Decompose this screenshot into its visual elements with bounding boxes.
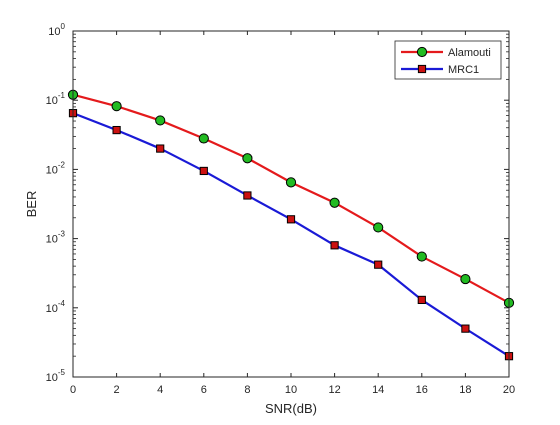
legend-label-alamouti: Alamouti — [448, 47, 491, 59]
data-point-alamouti — [416, 251, 427, 262]
y-tick-label: 10-5 — [46, 368, 66, 384]
data-point-mrc1 — [461, 324, 470, 333]
x-tick-label: 16 — [416, 384, 428, 396]
legend-item-alamouti: Alamouti — [401, 46, 491, 59]
x-tick-label: 8 — [244, 384, 250, 396]
data-point-alamouti — [111, 101, 122, 112]
legend-box — [394, 40, 502, 80]
data-point-mrc1 — [330, 241, 339, 250]
data-point-mrc1 — [286, 215, 296, 224]
plot-frame — [72, 30, 510, 378]
plot-area — [73, 31, 509, 377]
y-axis-label: BER — [24, 191, 39, 218]
data-point-mrc1 — [156, 144, 165, 153]
x-tick-label: 12 — [328, 384, 340, 396]
y-tick-label: 10-1 — [46, 91, 66, 107]
data-point-alamouti — [460, 273, 471, 285]
data-point-mrc1 — [417, 295, 426, 305]
data-point-mrc1 — [374, 260, 383, 269]
x-tick-label: 6 — [201, 384, 207, 396]
x-tick-label: 2 — [114, 384, 120, 396]
y-tick-label: 10-3 — [46, 230, 66, 246]
data-point-mrc1 — [243, 191, 252, 200]
data-point-mrc1 — [112, 125, 121, 135]
x-tick-label: 18 — [459, 384, 471, 396]
y-tick-label: 10-4 — [46, 299, 66, 315]
x-tick-label: 10 — [285, 384, 297, 396]
data-point-alamouti — [242, 153, 253, 164]
x-tick-label: 0 — [70, 384, 76, 396]
y-tick-label: 10-2 — [46, 160, 66, 176]
data-point-alamouti — [329, 197, 340, 208]
series-alamouti — [67, 89, 515, 308]
data-point-alamouti — [155, 115, 166, 126]
data-point-alamouti — [373, 222, 384, 233]
legend: Alamouti MRC1 — [394, 40, 502, 80]
x-axis-ticks: 0 2 4 6 8 10 12 14 16 18 20 — [70, 31, 515, 396]
legend-item-mrc1: MRC1 — [401, 64, 479, 76]
x-axis-label: SNR(dB) — [265, 401, 317, 416]
y-tick-label: 100 — [48, 22, 65, 38]
x-tick-label: 20 — [503, 384, 515, 396]
data-point-alamouti — [285, 177, 297, 188]
x-tick-label: 14 — [372, 384, 384, 396]
legend-marker-mrc1 — [417, 64, 427, 74]
legend-label-mrc1: MRC1 — [448, 64, 479, 76]
x-tick-label: 4 — [157, 384, 163, 396]
data-point-alamouti — [198, 133, 209, 144]
data-point-mrc1 — [199, 166, 208, 176]
legend-marker-alamouti — [416, 46, 428, 58]
series-layer — [67, 89, 515, 361]
